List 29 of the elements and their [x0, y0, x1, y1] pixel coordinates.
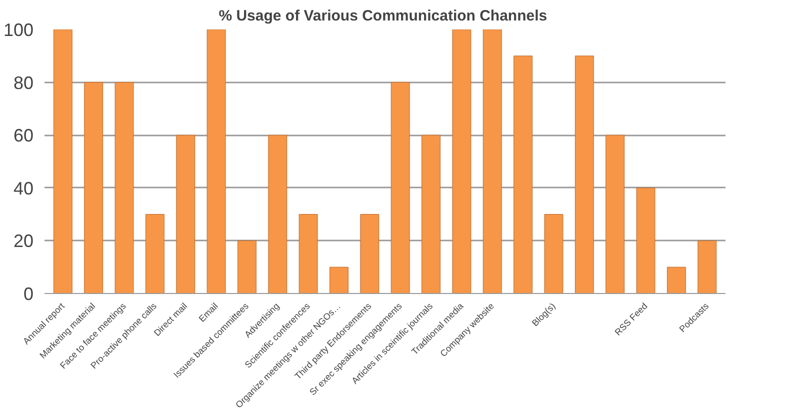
- y-tick-label: 0: [23, 284, 34, 304]
- bar: [606, 134, 625, 294]
- y-tick-label: 100: [3, 20, 34, 40]
- bar: [698, 240, 717, 294]
- bar: [268, 134, 288, 294]
- bar: [53, 30, 72, 294]
- bar: [544, 214, 564, 294]
- y-tick-label: 60: [13, 126, 34, 146]
- y-tick-label: 20: [13, 231, 34, 252]
- bar: [238, 240, 256, 294]
- bar: [636, 188, 656, 294]
- bar: [390, 82, 410, 294]
- y-tick-label: 80: [13, 72, 34, 93]
- bar: [206, 30, 226, 294]
- bar: [145, 214, 164, 294]
- bar: [574, 56, 594, 294]
- bar: [330, 266, 348, 294]
- bar: [514, 56, 532, 294]
- bar: [176, 134, 196, 294]
- bar: [84, 82, 104, 294]
- bar: [360, 214, 380, 294]
- bar: [114, 82, 134, 294]
- bar: [666, 266, 686, 294]
- bar: [422, 134, 440, 294]
- bar: [452, 30, 472, 294]
- chart-title: % Usage of Various Communication Channels: [218, 8, 548, 24]
- bar: [482, 30, 502, 294]
- y-tick-label: 40: [13, 178, 34, 198]
- bar: [298, 214, 318, 294]
